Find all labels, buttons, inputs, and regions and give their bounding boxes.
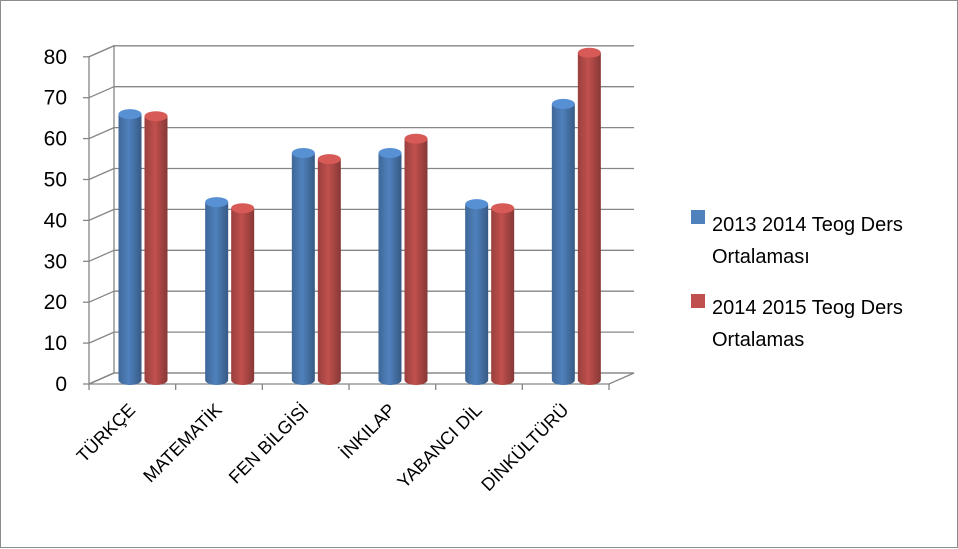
gridline-diagonal	[88, 127, 115, 140]
gridline-diagonal	[88, 167, 115, 181]
x-category-label: FEN BİLGİSİ	[225, 400, 313, 488]
gridline-diagonal	[88, 45, 115, 58]
bar-1-2	[205, 197, 229, 385]
gridline-diagonal	[88, 290, 115, 303]
y-tick-label: 10	[44, 332, 67, 355]
y-tick-label: 20	[44, 291, 67, 314]
y-tick-label: 70	[44, 87, 67, 110]
x-category-label: İNKILAP	[336, 400, 399, 463]
x-category-label: MATEMATİK	[139, 400, 226, 487]
gridline-diagonal	[88, 249, 115, 262]
bar-2-4	[404, 133, 428, 385]
gridline-diagonal	[88, 208, 115, 221]
bars	[118, 47, 601, 386]
y-tick-label: 50	[44, 169, 67, 192]
bar-1-4	[378, 148, 402, 385]
bar-1-3	[291, 148, 315, 385]
legend-label-series-2-line1: 2014 2015 Teog Ders	[712, 297, 903, 319]
legend-label-series-2-line2: Ortalamas	[712, 329, 804, 351]
bar-1-1	[118, 109, 142, 386]
x-category-label: DİNKÜLTÜRÜ	[477, 400, 572, 495]
y-tick-label: 40	[44, 209, 67, 232]
gridline-diagonal	[88, 372, 115, 385]
gridline-diagonal	[88, 331, 115, 344]
gridline-diagonal	[88, 86, 115, 99]
x-category-label: TÜRKÇE	[73, 400, 139, 466]
bar-2-2	[231, 203, 255, 385]
bar-2-5	[491, 203, 515, 385]
legend: 2013 2014 Teog Ders Ortalaması 2014 2015…	[691, 210, 903, 351]
bar-2-3	[317, 154, 341, 385]
legend-label-series-1-line2: Ortalaması	[712, 246, 810, 268]
y-tick-label: 60	[44, 128, 67, 151]
bar-2-1	[144, 111, 168, 385]
y-axis-ticks: 0 10 20 30 40 50 60 70 80	[44, 46, 89, 396]
legend-label-series-1-line1: 2013 2014 Teog Ders	[712, 214, 903, 236]
bar-2-6	[577, 47, 601, 386]
y-tick-label: 30	[44, 250, 67, 273]
x-category-label: YABANCI DİL	[393, 400, 485, 492]
bar-1-6	[551, 98, 575, 386]
bar-1-5	[465, 199, 489, 385]
legend-swatch-series-1	[691, 210, 705, 224]
y-tick-label: 80	[44, 46, 67, 69]
gridlines	[88, 45, 634, 385]
legend-swatch-series-2	[691, 294, 705, 308]
y-tick-label: 0	[55, 373, 67, 396]
